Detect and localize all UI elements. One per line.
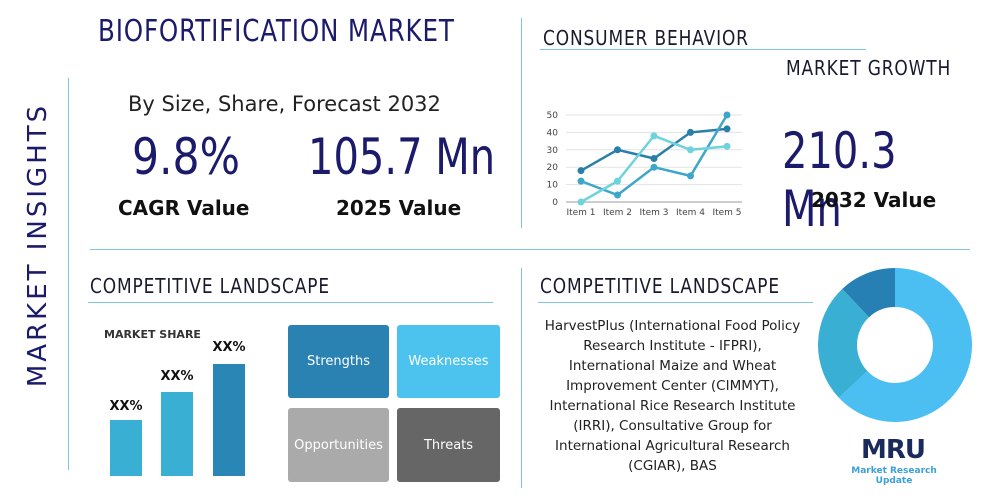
data-point	[723, 125, 731, 133]
share-bar-1	[110, 420, 142, 476]
subtitle: By Size, Share, Forecast 2032	[128, 92, 441, 116]
donut-slice-2	[818, 288, 869, 398]
value-2032: 210.3 Mn	[782, 122, 897, 238]
data-point	[687, 172, 694, 180]
y-tick-label: 0	[552, 198, 558, 208]
line-chart: 0 10 20 30 40 50 Item 1 Item 2 Item 3 Item 4 Item …	[547, 111, 742, 218]
data-point	[650, 155, 658, 162]
data-point	[577, 167, 585, 175]
competitive-left-heading: COMPETITIVE LANDSCAPE	[90, 274, 330, 298]
share-label-1: XX%	[109, 399, 143, 414]
value-2025-label: 2025 Value	[336, 196, 462, 220]
y-tick-label: 50	[547, 111, 559, 121]
page-title: BIOFORTIFICATION MARKET	[98, 14, 455, 49]
cagr-label: CAGR Value	[118, 196, 250, 220]
data-point	[577, 198, 585, 206]
cagr-value: 9.8%	[132, 128, 240, 186]
x-tick-label: Item 5	[712, 208, 741, 218]
logo-mark: MRU	[860, 435, 926, 465]
data-point	[650, 163, 658, 171]
swot-opportunities[interactable]: Opportunities	[288, 408, 389, 482]
competitive-left-underline	[88, 302, 493, 303]
data-point	[614, 191, 621, 199]
x-tick-label: Item 2	[603, 208, 632, 218]
data-point	[614, 177, 621, 185]
x-tick-label: Item 4	[676, 208, 705, 218]
share-label-2: XX%	[160, 369, 194, 384]
donut-slice-1	[838, 268, 972, 422]
share-bar-3	[213, 364, 245, 476]
x-tick-label: Item 3	[639, 208, 668, 218]
market-share-title: MARKET SHARE	[104, 328, 201, 341]
share-label-3: XX%	[212, 340, 246, 355]
swot-strengths[interactable]: Strengths	[288, 325, 389, 398]
consumer-underline	[540, 49, 866, 50]
horizontal-divider	[90, 249, 970, 250]
x-tick-label: Item 1	[566, 208, 595, 218]
side-divider	[68, 78, 69, 470]
y-tick-label: 20	[547, 163, 559, 173]
vertical-divider-top	[521, 18, 522, 228]
data-point	[723, 111, 731, 119]
donut-slice-3	[842, 268, 895, 318]
data-point	[577, 177, 585, 185]
data-point	[687, 146, 694, 154]
swot-threats[interactable]: Threats	[397, 408, 500, 482]
data-point	[614, 146, 621, 154]
data-point	[723, 142, 731, 150]
competitive-right-heading: COMPETITIVE LANDSCAPE	[540, 274, 780, 298]
consumer-heading: CONSUMER BEHAVIOR	[543, 26, 749, 50]
companies-list: HarvestPlus (International Food Policy R…	[544, 318, 801, 474]
y-tick-label: 30	[547, 146, 559, 156]
logo-name: Market Research Update	[851, 466, 937, 486]
value-2025: 105.7 Mn	[308, 128, 496, 186]
share-bar-2	[161, 392, 193, 476]
donut-chart	[818, 268, 972, 422]
data-point	[650, 132, 658, 140]
competitive-right-underline	[538, 302, 813, 303]
y-tick-label: 40	[547, 128, 559, 138]
value-2032-label: 2032 Value	[811, 188, 937, 212]
logo: MRU	[858, 436, 928, 464]
vertical-divider-bottom	[521, 268, 522, 488]
side-label: MARKET INSIGHTS	[23, 102, 53, 388]
data-point	[687, 128, 694, 136]
y-tick-label: 10	[547, 181, 559, 191]
growth-heading: MARKET GROWTH	[786, 56, 952, 80]
swot-weaknesses[interactable]: Weaknesses	[397, 325, 500, 398]
